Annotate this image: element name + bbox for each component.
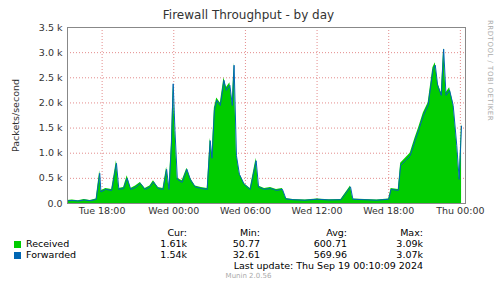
html-text:Last update: Thu Sep 19 00:10:: Last update: Thu Sep 19 00:10:09 2024	[233, 260, 423, 271]
svg-text:Thu 00:00: Thu 00:00	[435, 205, 484, 216]
html-text:569.96: 569.96	[313, 249, 347, 260]
html-text:32.61: 32.61	[232, 249, 260, 260]
svg-text:1.5 k: 1.5 k	[39, 122, 63, 133]
svg-text:Tue 18:00: Tue 18:00	[78, 205, 126, 216]
html-text:Max:: Max:	[400, 227, 423, 238]
html-text:RRDTOOL / TOBI OETIKER: RRDTOOL / TOBI OETIKER	[486, 20, 494, 122]
svg-text:0.0: 0.0	[47, 198, 62, 209]
html-text:1.54k: 1.54k	[160, 249, 187, 260]
svg-text:2.5 k: 2.5 k	[39, 72, 63, 83]
html-text:Forwarded: Forwarded	[26, 249, 77, 260]
html-text:3.07k: 3.07k	[396, 249, 423, 260]
html-text:Cur:: Cur:	[167, 227, 187, 238]
svg-text:1.0 k: 1.0 k	[39, 147, 63, 158]
svg-text:2.0 k: 2.0 k	[39, 97, 63, 108]
html-text:Firewall Throughput - by day: Firewall Throughput - by day	[162, 8, 335, 22]
svg-text:Packets/second: Packets/second	[10, 79, 21, 152]
html-text:600.71: 600.71	[313, 238, 347, 249]
svg-text:Wed 06:00: Wed 06:00	[220, 205, 271, 216]
svg-text:Wed 18:00: Wed 18:00	[363, 205, 414, 216]
html-text:1.61k: 1.61k	[160, 238, 187, 249]
svg-text:3.5 k: 3.5 k	[39, 22, 63, 33]
html-text:Received: Received	[26, 238, 70, 249]
html-text:Munin 2.0.56: Munin 2.0.56	[225, 272, 272, 280]
svg-text:Wed 00:00: Wed 00:00	[148, 205, 199, 216]
html-text:Avg:: Avg:	[326, 227, 347, 238]
html-text:50.77: 50.77	[232, 238, 260, 249]
svg-text:0.5 k: 0.5 k	[39, 172, 63, 183]
html-text:3.09k: 3.09k	[396, 238, 423, 249]
html-text:Min:: Min:	[239, 227, 260, 238]
svg-text:3.0 k: 3.0 k	[39, 47, 63, 58]
svg-text:Wed 12:00: Wed 12:00	[292, 205, 343, 216]
